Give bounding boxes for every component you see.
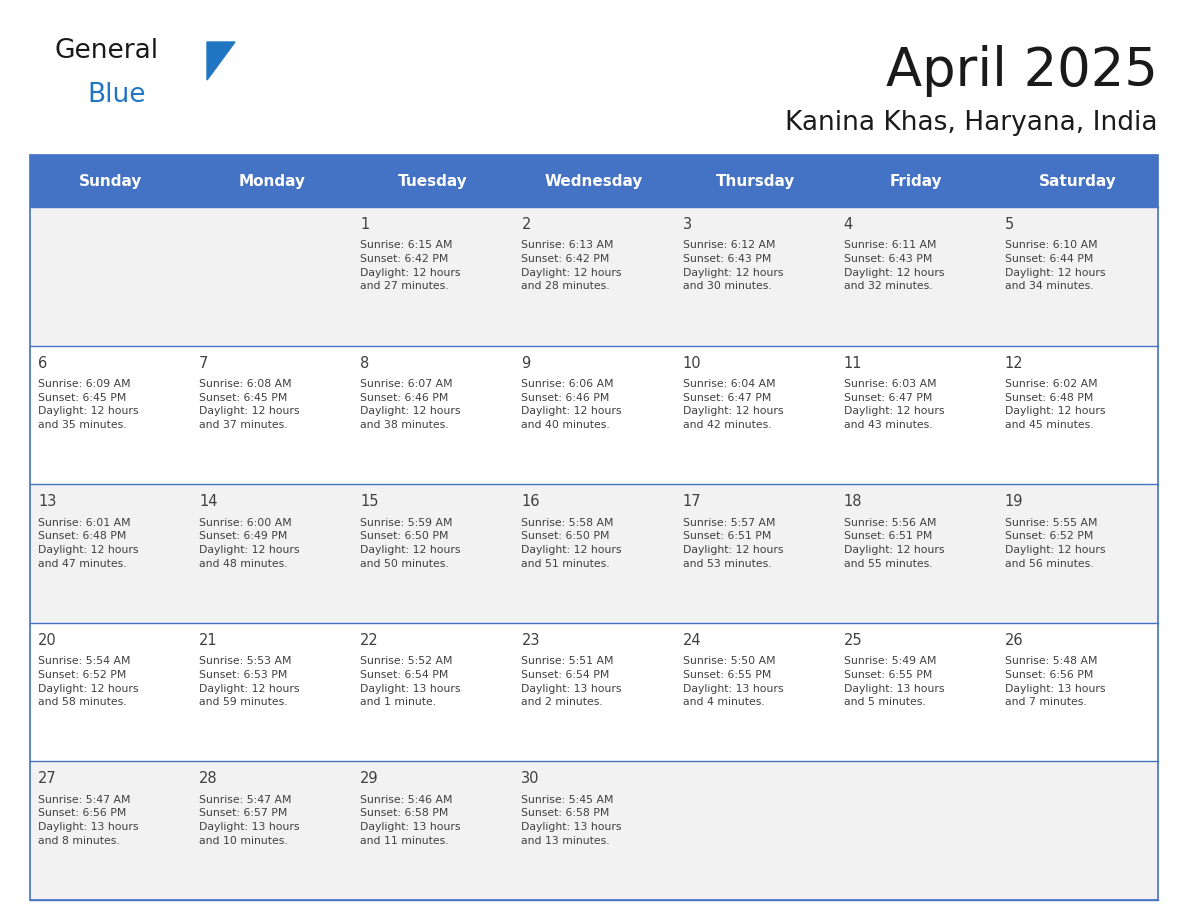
- Text: Sunrise: 5:46 AM
Sunset: 6:58 PM
Daylight: 13 hours
and 11 minutes.: Sunrise: 5:46 AM Sunset: 6:58 PM Dayligh…: [360, 795, 461, 845]
- Bar: [675, 155, 835, 207]
- Text: 11: 11: [843, 355, 862, 371]
- Text: Sunrise: 5:57 AM
Sunset: 6:51 PM
Daylight: 12 hours
and 53 minutes.: Sunrise: 5:57 AM Sunset: 6:51 PM Dayligh…: [683, 518, 783, 568]
- Text: 6: 6: [38, 355, 48, 371]
- Text: Sunrise: 6:15 AM
Sunset: 6:42 PM
Daylight: 12 hours
and 27 minutes.: Sunrise: 6:15 AM Sunset: 6:42 PM Dayligh…: [360, 241, 461, 291]
- Text: Sunrise: 5:50 AM
Sunset: 6:55 PM
Daylight: 13 hours
and 4 minutes.: Sunrise: 5:50 AM Sunset: 6:55 PM Dayligh…: [683, 656, 783, 707]
- Text: 7: 7: [200, 355, 209, 371]
- Bar: [30, 207, 1158, 345]
- Bar: [353, 155, 513, 207]
- Text: 21: 21: [200, 633, 217, 648]
- Text: Sunrise: 5:59 AM
Sunset: 6:50 PM
Daylight: 12 hours
and 50 minutes.: Sunrise: 5:59 AM Sunset: 6:50 PM Dayligh…: [360, 518, 461, 568]
- Polygon shape: [207, 42, 235, 80]
- Text: Sunrise: 6:04 AM
Sunset: 6:47 PM
Daylight: 12 hours
and 42 minutes.: Sunrise: 6:04 AM Sunset: 6:47 PM Dayligh…: [683, 379, 783, 430]
- Text: Sunrise: 6:08 AM
Sunset: 6:45 PM
Daylight: 12 hours
and 37 minutes.: Sunrise: 6:08 AM Sunset: 6:45 PM Dayligh…: [200, 379, 299, 430]
- Text: 9: 9: [522, 355, 531, 371]
- Bar: [30, 155, 191, 207]
- Bar: [30, 484, 1158, 622]
- Text: Sunrise: 5:54 AM
Sunset: 6:52 PM
Daylight: 12 hours
and 58 minutes.: Sunrise: 5:54 AM Sunset: 6:52 PM Dayligh…: [38, 656, 139, 707]
- Text: 16: 16: [522, 494, 539, 509]
- Text: Saturday: Saturday: [1038, 174, 1117, 188]
- Text: 14: 14: [200, 494, 217, 509]
- Text: Sunrise: 5:51 AM
Sunset: 6:54 PM
Daylight: 13 hours
and 2 minutes.: Sunrise: 5:51 AM Sunset: 6:54 PM Dayligh…: [522, 656, 623, 707]
- Text: Sunrise: 5:52 AM
Sunset: 6:54 PM
Daylight: 13 hours
and 1 minute.: Sunrise: 5:52 AM Sunset: 6:54 PM Dayligh…: [360, 656, 461, 707]
- Text: April 2025: April 2025: [886, 45, 1158, 97]
- Text: Sunrise: 6:01 AM
Sunset: 6:48 PM
Daylight: 12 hours
and 47 minutes.: Sunrise: 6:01 AM Sunset: 6:48 PM Dayligh…: [38, 518, 139, 568]
- Text: 29: 29: [360, 771, 379, 787]
- Bar: [191, 155, 353, 207]
- Text: Sunrise: 5:49 AM
Sunset: 6:55 PM
Daylight: 13 hours
and 5 minutes.: Sunrise: 5:49 AM Sunset: 6:55 PM Dayligh…: [843, 656, 944, 707]
- Text: 12: 12: [1005, 355, 1024, 371]
- Bar: [30, 761, 1158, 900]
- Text: Sunrise: 5:48 AM
Sunset: 6:56 PM
Daylight: 13 hours
and 7 minutes.: Sunrise: 5:48 AM Sunset: 6:56 PM Dayligh…: [1005, 656, 1105, 707]
- Text: Sunrise: 6:07 AM
Sunset: 6:46 PM
Daylight: 12 hours
and 38 minutes.: Sunrise: 6:07 AM Sunset: 6:46 PM Dayligh…: [360, 379, 461, 430]
- Text: Sunrise: 6:09 AM
Sunset: 6:45 PM
Daylight: 12 hours
and 35 minutes.: Sunrise: 6:09 AM Sunset: 6:45 PM Dayligh…: [38, 379, 139, 430]
- Text: Friday: Friday: [890, 174, 942, 188]
- Text: 30: 30: [522, 771, 539, 787]
- Text: Sunrise: 6:12 AM
Sunset: 6:43 PM
Daylight: 12 hours
and 30 minutes.: Sunrise: 6:12 AM Sunset: 6:43 PM Dayligh…: [683, 241, 783, 291]
- Text: Sunday: Sunday: [78, 174, 143, 188]
- Text: Sunrise: 6:11 AM
Sunset: 6:43 PM
Daylight: 12 hours
and 32 minutes.: Sunrise: 6:11 AM Sunset: 6:43 PM Dayligh…: [843, 241, 944, 291]
- Text: Sunrise: 5:53 AM
Sunset: 6:53 PM
Daylight: 12 hours
and 59 minutes.: Sunrise: 5:53 AM Sunset: 6:53 PM Dayligh…: [200, 656, 299, 707]
- Text: Thursday: Thursday: [715, 174, 795, 188]
- Text: Wednesday: Wednesday: [545, 174, 643, 188]
- Text: 28: 28: [200, 771, 217, 787]
- Text: Sunrise: 6:13 AM
Sunset: 6:42 PM
Daylight: 12 hours
and 28 minutes.: Sunrise: 6:13 AM Sunset: 6:42 PM Dayligh…: [522, 241, 623, 291]
- Text: 18: 18: [843, 494, 862, 509]
- Bar: [997, 155, 1158, 207]
- Text: 4: 4: [843, 217, 853, 232]
- Text: Sunrise: 5:55 AM
Sunset: 6:52 PM
Daylight: 12 hours
and 56 minutes.: Sunrise: 5:55 AM Sunset: 6:52 PM Dayligh…: [1005, 518, 1105, 568]
- Text: Sunrise: 5:47 AM
Sunset: 6:56 PM
Daylight: 13 hours
and 8 minutes.: Sunrise: 5:47 AM Sunset: 6:56 PM Dayligh…: [38, 795, 139, 845]
- Text: Sunrise: 6:03 AM
Sunset: 6:47 PM
Daylight: 12 hours
and 43 minutes.: Sunrise: 6:03 AM Sunset: 6:47 PM Dayligh…: [843, 379, 944, 430]
- Text: 3: 3: [683, 217, 691, 232]
- Text: Sunrise: 6:10 AM
Sunset: 6:44 PM
Daylight: 12 hours
and 34 minutes.: Sunrise: 6:10 AM Sunset: 6:44 PM Dayligh…: [1005, 241, 1105, 291]
- Bar: [30, 622, 1158, 761]
- Text: Sunrise: 6:00 AM
Sunset: 6:49 PM
Daylight: 12 hours
and 48 minutes.: Sunrise: 6:00 AM Sunset: 6:49 PM Dayligh…: [200, 518, 299, 568]
- Text: Blue: Blue: [87, 82, 145, 108]
- Text: 13: 13: [38, 494, 56, 509]
- Bar: [835, 155, 997, 207]
- Text: 10: 10: [683, 355, 701, 371]
- Bar: [513, 155, 675, 207]
- Text: 1: 1: [360, 217, 369, 232]
- Text: 8: 8: [360, 355, 369, 371]
- Text: Sunrise: 5:47 AM
Sunset: 6:57 PM
Daylight: 13 hours
and 10 minutes.: Sunrise: 5:47 AM Sunset: 6:57 PM Dayligh…: [200, 795, 299, 845]
- Text: 2: 2: [522, 217, 531, 232]
- Text: Kanina Khas, Haryana, India: Kanina Khas, Haryana, India: [785, 110, 1158, 136]
- Text: 27: 27: [38, 771, 57, 787]
- Text: 23: 23: [522, 633, 539, 648]
- Text: 19: 19: [1005, 494, 1023, 509]
- Text: 24: 24: [683, 633, 701, 648]
- Text: Sunrise: 6:06 AM
Sunset: 6:46 PM
Daylight: 12 hours
and 40 minutes.: Sunrise: 6:06 AM Sunset: 6:46 PM Dayligh…: [522, 379, 623, 430]
- Text: Sunrise: 5:56 AM
Sunset: 6:51 PM
Daylight: 12 hours
and 55 minutes.: Sunrise: 5:56 AM Sunset: 6:51 PM Dayligh…: [843, 518, 944, 568]
- Text: General: General: [55, 38, 159, 64]
- Text: 22: 22: [360, 633, 379, 648]
- Text: 17: 17: [683, 494, 701, 509]
- Text: 20: 20: [38, 633, 57, 648]
- Text: 26: 26: [1005, 633, 1024, 648]
- Text: Sunrise: 6:02 AM
Sunset: 6:48 PM
Daylight: 12 hours
and 45 minutes.: Sunrise: 6:02 AM Sunset: 6:48 PM Dayligh…: [1005, 379, 1105, 430]
- Text: Sunrise: 5:45 AM
Sunset: 6:58 PM
Daylight: 13 hours
and 13 minutes.: Sunrise: 5:45 AM Sunset: 6:58 PM Dayligh…: [522, 795, 623, 845]
- Text: 25: 25: [843, 633, 862, 648]
- Text: Sunrise: 5:58 AM
Sunset: 6:50 PM
Daylight: 12 hours
and 51 minutes.: Sunrise: 5:58 AM Sunset: 6:50 PM Dayligh…: [522, 518, 623, 568]
- Bar: [30, 345, 1158, 484]
- Bar: [30, 155, 1158, 900]
- Text: Monday: Monday: [239, 174, 305, 188]
- Text: 15: 15: [360, 494, 379, 509]
- Text: Tuesday: Tuesday: [398, 174, 468, 188]
- Text: 5: 5: [1005, 217, 1015, 232]
